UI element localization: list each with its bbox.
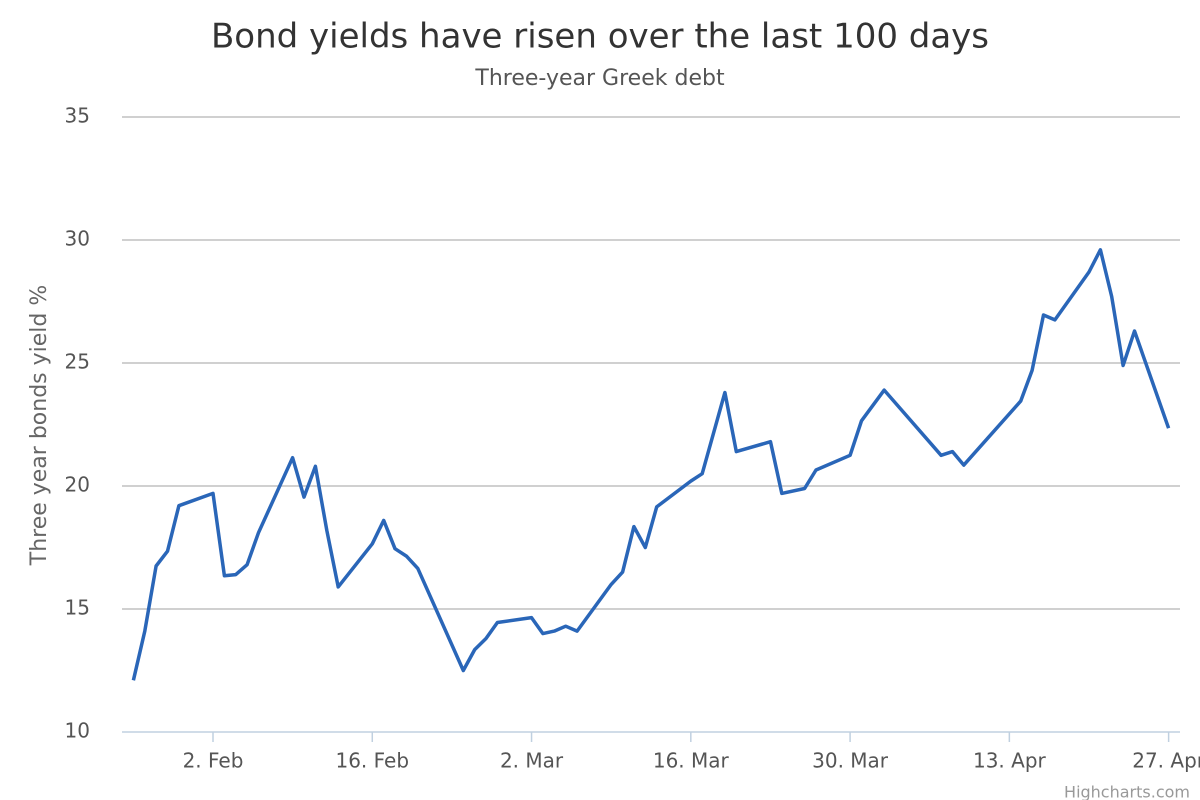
y-tick-label: 35 <box>65 104 90 128</box>
x-tick-label: 2. Mar <box>500 749 564 773</box>
y-axis-label: Three year bonds yield % <box>27 285 52 567</box>
x-tick-label: 16. Mar <box>653 749 730 773</box>
credits: Highcharts.com <box>1064 783 1190 800</box>
y-tick-label: 15 <box>65 596 90 620</box>
y-tick-label: 25 <box>65 350 90 374</box>
chart-subtitle: Three-year Greek debt <box>474 66 725 91</box>
y-tick-label: 10 <box>65 719 90 743</box>
x-tick-label: 30. Mar <box>812 749 889 773</box>
x-tick-label: 16. Feb <box>335 749 409 773</box>
x-tick-label: 13. Apr <box>973 749 1047 773</box>
chart-title: Bond yields have risen over the last 100… <box>211 17 989 57</box>
y-tick-label: 20 <box>65 473 90 497</box>
x-tick-label: 27. Apr <box>1132 749 1200 773</box>
data-line <box>131 248 1171 681</box>
x-tick-label: 2. Feb <box>183 749 244 773</box>
y-tick-label: 30 <box>65 227 90 251</box>
